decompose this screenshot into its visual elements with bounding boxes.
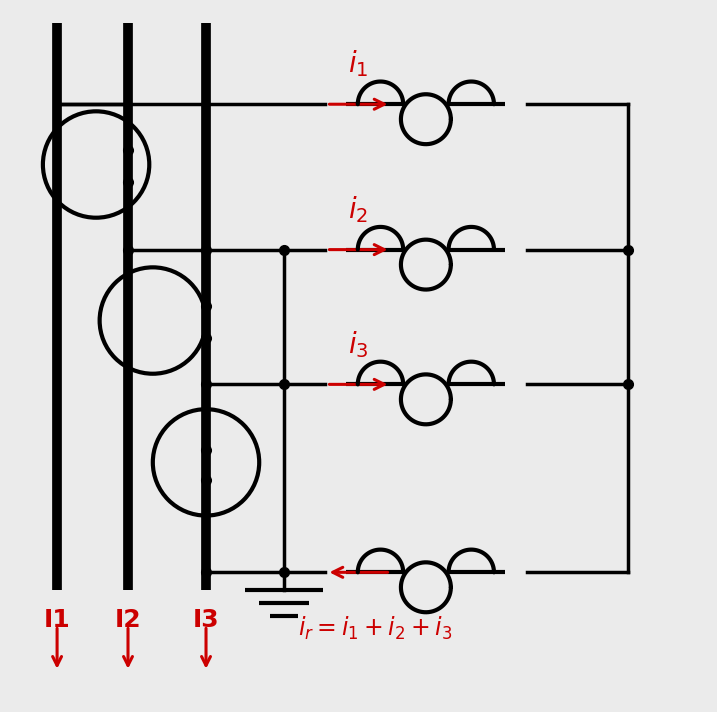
Text: $\mathit{i}_2$: $\mathit{i}_2$ [348, 194, 369, 225]
Text: I1: I1 [44, 608, 70, 632]
Text: I3: I3 [193, 608, 219, 632]
Text: I2: I2 [115, 608, 141, 632]
Text: $\mathit{i}_1$: $\mathit{i}_1$ [348, 48, 369, 80]
Text: $\mathit{i}_3$: $\mathit{i}_3$ [348, 329, 369, 360]
Text: $\mathit{i}_r = \mathit{i}_1 + \mathit{i}_2 + \mathit{i}_3$: $\mathit{i}_r = \mathit{i}_1 + \mathit{i… [298, 615, 452, 642]
